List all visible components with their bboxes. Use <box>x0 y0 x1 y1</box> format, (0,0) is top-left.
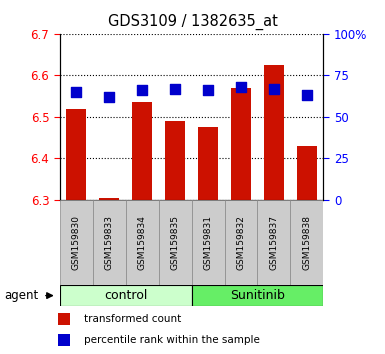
Bar <box>99 198 119 200</box>
Bar <box>290 200 323 285</box>
Text: transformed count: transformed count <box>84 314 181 324</box>
Text: GSM159838: GSM159838 <box>302 215 311 270</box>
Bar <box>60 285 191 306</box>
Bar <box>165 121 185 200</box>
Point <box>238 84 244 90</box>
Point <box>73 89 79 95</box>
Point <box>106 94 112 100</box>
Bar <box>231 88 251 200</box>
Bar <box>258 200 290 285</box>
Point <box>205 87 211 93</box>
Text: GSM159834: GSM159834 <box>137 215 147 270</box>
Text: GDS3109 / 1382635_at: GDS3109 / 1382635_at <box>107 14 278 30</box>
Text: GSM159830: GSM159830 <box>72 215 81 270</box>
Text: control: control <box>104 289 147 302</box>
Text: GSM159835: GSM159835 <box>171 215 179 270</box>
Bar <box>93 200 126 285</box>
Bar <box>132 102 152 200</box>
Text: GSM159837: GSM159837 <box>270 215 278 270</box>
Text: Sunitinib: Sunitinib <box>230 289 285 302</box>
Point <box>139 87 145 93</box>
Text: GSM159832: GSM159832 <box>236 215 246 270</box>
Bar <box>191 285 323 306</box>
Text: GSM159831: GSM159831 <box>204 215 213 270</box>
Text: percentile rank within the sample: percentile rank within the sample <box>84 335 259 345</box>
Bar <box>126 200 159 285</box>
Bar <box>159 200 191 285</box>
Bar <box>264 65 284 200</box>
Point <box>304 92 310 98</box>
Bar <box>297 146 317 200</box>
Bar <box>66 108 86 200</box>
Bar <box>224 200 258 285</box>
Bar <box>58 313 70 325</box>
Bar <box>60 200 93 285</box>
Point <box>172 86 178 91</box>
Point <box>271 86 277 91</box>
Bar <box>58 334 70 346</box>
Bar <box>191 200 224 285</box>
Text: agent: agent <box>4 289 38 302</box>
Bar <box>198 127 218 200</box>
Text: GSM159833: GSM159833 <box>105 215 114 270</box>
